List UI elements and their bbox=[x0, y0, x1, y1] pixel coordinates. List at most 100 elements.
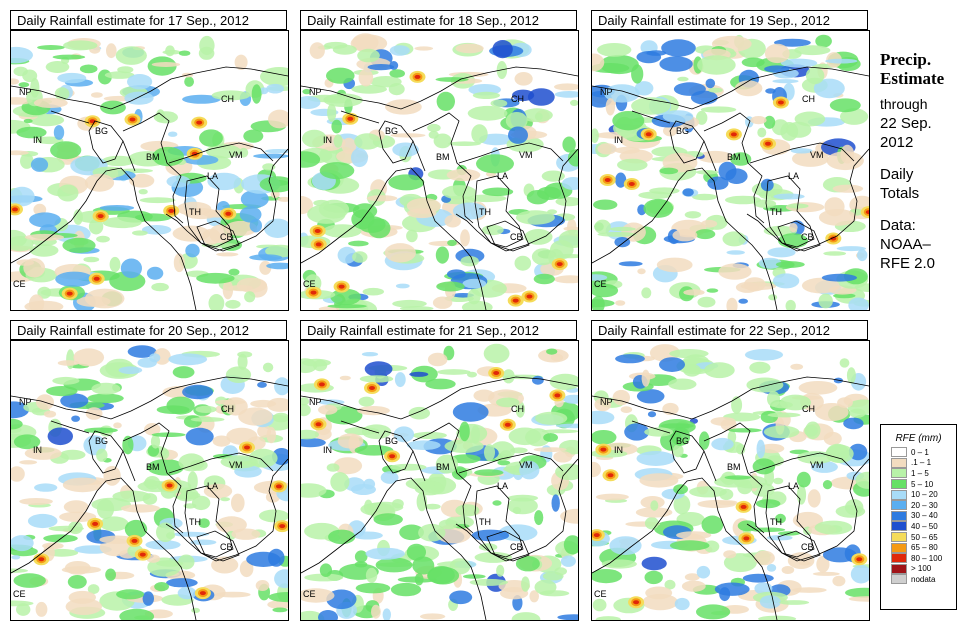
rain-cell bbox=[741, 57, 765, 68]
rain-cell bbox=[541, 429, 578, 434]
rain-cell bbox=[55, 271, 94, 287]
border-line bbox=[592, 167, 778, 310]
rain-cell bbox=[57, 360, 79, 366]
border-line bbox=[122, 140, 136, 172]
side-date-line2: 2012 bbox=[880, 134, 914, 151]
rain-cell bbox=[792, 150, 829, 167]
rain-cell bbox=[816, 555, 830, 573]
rain-cell bbox=[846, 367, 856, 384]
rain-cell bbox=[592, 410, 615, 425]
rain-cell bbox=[763, 115, 776, 129]
panel-title: Daily Rainfall estimate for 17 Sep., 201… bbox=[10, 10, 287, 30]
rain-cell bbox=[562, 136, 576, 153]
rain-cell bbox=[19, 498, 53, 505]
rain-cell bbox=[615, 172, 627, 188]
rain-cell bbox=[392, 299, 427, 308]
border-line bbox=[631, 110, 671, 124]
rain-cell bbox=[813, 78, 845, 99]
country-label-bg: BG bbox=[385, 126, 398, 136]
rain-cell bbox=[178, 554, 195, 570]
rain-cell bbox=[367, 64, 395, 71]
rain-cell bbox=[805, 67, 825, 85]
legend-label: 20 – 30 bbox=[911, 500, 938, 510]
rain-cell bbox=[385, 99, 422, 115]
rain-cell bbox=[592, 53, 605, 72]
rain-cell bbox=[64, 561, 91, 575]
rain-cell bbox=[348, 240, 369, 247]
rain-cell bbox=[836, 246, 867, 252]
heavy-rain-cell bbox=[196, 120, 203, 125]
rain-cell bbox=[196, 272, 235, 284]
rain-cell bbox=[301, 588, 335, 603]
rain-cell bbox=[406, 440, 441, 450]
rain-cell bbox=[314, 428, 332, 441]
rain-cell bbox=[11, 236, 34, 252]
rain-cell bbox=[822, 480, 833, 490]
rain-cell bbox=[182, 94, 221, 104]
rain-cell bbox=[779, 394, 812, 411]
heavy-rain-cell bbox=[389, 454, 396, 459]
rain-cell bbox=[779, 600, 810, 605]
rain-cell bbox=[225, 299, 241, 309]
rain-cell bbox=[409, 371, 429, 377]
rain-field bbox=[11, 35, 288, 310]
rain-cell bbox=[664, 579, 676, 590]
rain-cell bbox=[101, 155, 136, 167]
country-label-ch: CH bbox=[511, 94, 524, 104]
rain-cell bbox=[643, 198, 674, 218]
border-line bbox=[184, 175, 234, 248]
rain-cell bbox=[754, 550, 775, 566]
rain-cell bbox=[496, 397, 520, 408]
rain-cell bbox=[647, 411, 657, 418]
rain-cell bbox=[11, 418, 23, 430]
rain-cell bbox=[812, 571, 840, 576]
country-label-th: TH bbox=[479, 517, 491, 527]
legend-label: > 100 bbox=[911, 564, 932, 574]
country-borders bbox=[11, 376, 288, 620]
rain-cell bbox=[34, 483, 58, 492]
rain-cell bbox=[109, 256, 121, 273]
rain-cell bbox=[723, 550, 737, 559]
rain-cell bbox=[798, 381, 838, 395]
rain-cell bbox=[767, 390, 780, 407]
rain-cell bbox=[352, 251, 368, 263]
rain-cell bbox=[618, 261, 643, 267]
rain-cell bbox=[436, 91, 455, 111]
rain-cell bbox=[18, 82, 30, 88]
heavy-rain-cell bbox=[607, 473, 614, 478]
rain-cell bbox=[706, 288, 719, 293]
country-label-th: TH bbox=[770, 207, 782, 217]
rain-cell bbox=[701, 219, 718, 228]
heavy-rain-cell bbox=[275, 484, 282, 489]
rain-cell bbox=[508, 427, 542, 446]
rain-cell bbox=[156, 405, 190, 414]
rain-cell bbox=[262, 362, 274, 373]
rain-cell bbox=[490, 99, 508, 108]
country-label-in: IN bbox=[323, 445, 332, 455]
rain-cell bbox=[427, 566, 455, 584]
rain-cell bbox=[845, 499, 864, 516]
rain-cell bbox=[100, 100, 126, 115]
rain-cell bbox=[304, 573, 344, 582]
rain-cell bbox=[248, 448, 278, 468]
rain-cell bbox=[774, 38, 811, 47]
rain-cell bbox=[438, 519, 459, 530]
rain-cell bbox=[106, 43, 117, 59]
rain-cell bbox=[24, 446, 62, 460]
heavy-rain-cell bbox=[645, 132, 652, 137]
legend-item: 0 – 1 bbox=[881, 447, 956, 458]
rain-cell bbox=[120, 258, 142, 279]
rain-cell bbox=[444, 214, 461, 228]
heavy-rain-cell bbox=[865, 210, 869, 215]
heavy-rain-cell bbox=[504, 422, 511, 427]
country-label-bm: BM bbox=[146, 152, 160, 162]
rain-cell bbox=[198, 518, 210, 528]
country-label-np: NP bbox=[19, 87, 32, 97]
rain-cell bbox=[96, 235, 110, 243]
rain-cell bbox=[68, 590, 96, 604]
heavy-rain-cell bbox=[38, 557, 45, 562]
rain-cell bbox=[662, 152, 698, 173]
rain-cell bbox=[301, 483, 327, 498]
rain-cell bbox=[467, 105, 508, 121]
legend-swatch bbox=[891, 521, 907, 532]
